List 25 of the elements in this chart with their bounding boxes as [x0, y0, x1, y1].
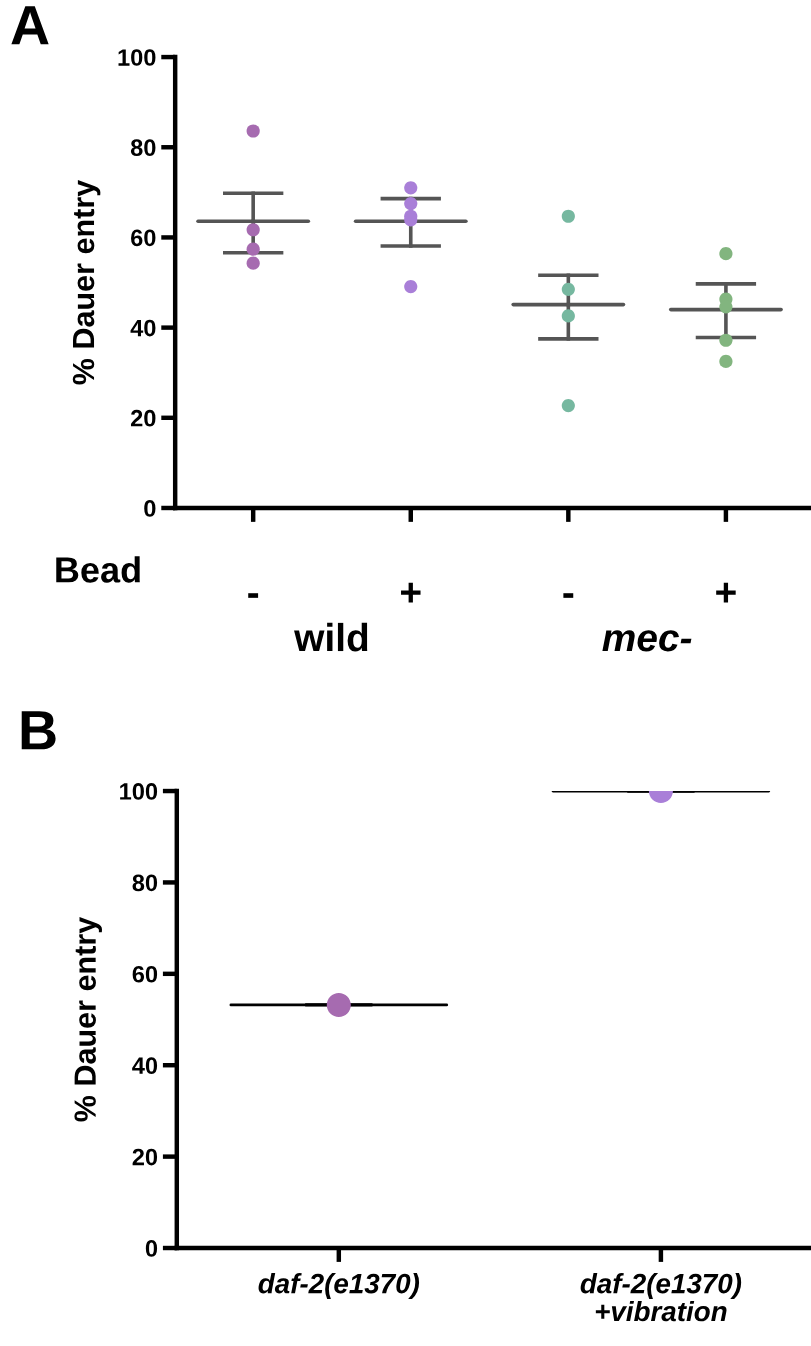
x-tick-label: +: [401, 582, 421, 603]
x-tick-label: -: [248, 593, 259, 598]
y-tick-label: 20: [132, 1148, 158, 1166]
text: mec-: [602, 630, 692, 652]
y-tick-label: 100: [120, 783, 158, 800]
y-tick-label: 40: [130, 319, 156, 337]
y-tick-label: 100: [118, 49, 156, 66]
y-tick-label: 80: [132, 874, 158, 892]
x-tick-label: daf-2(e1370) +vibration: [580, 1273, 742, 1322]
y-tick-label: 40: [132, 1057, 158, 1075]
x-tick-label: +: [716, 582, 736, 603]
y-tick-label: 20: [130, 409, 156, 427]
chart-title: B: [21, 711, 56, 750]
text: wild: [294, 622, 368, 652]
text: Bead: [56, 556, 140, 583]
x-tick-label: daf-2(e1370): [258, 1273, 420, 1299]
y-tick-label: 60: [131, 229, 156, 247]
y-axis-title: % Dauer entry: [72, 179, 101, 385]
x-tick-label: -: [563, 593, 574, 598]
y-tick-label: 0: [144, 500, 156, 517]
y-tick-label: 60: [132, 965, 158, 983]
y-tick-label: 0: [145, 1240, 158, 1257]
y-tick-label: 80: [130, 139, 156, 157]
chart-title: A: [11, 6, 49, 45]
y-axis-title: % Dauer entry: [74, 916, 102, 1122]
